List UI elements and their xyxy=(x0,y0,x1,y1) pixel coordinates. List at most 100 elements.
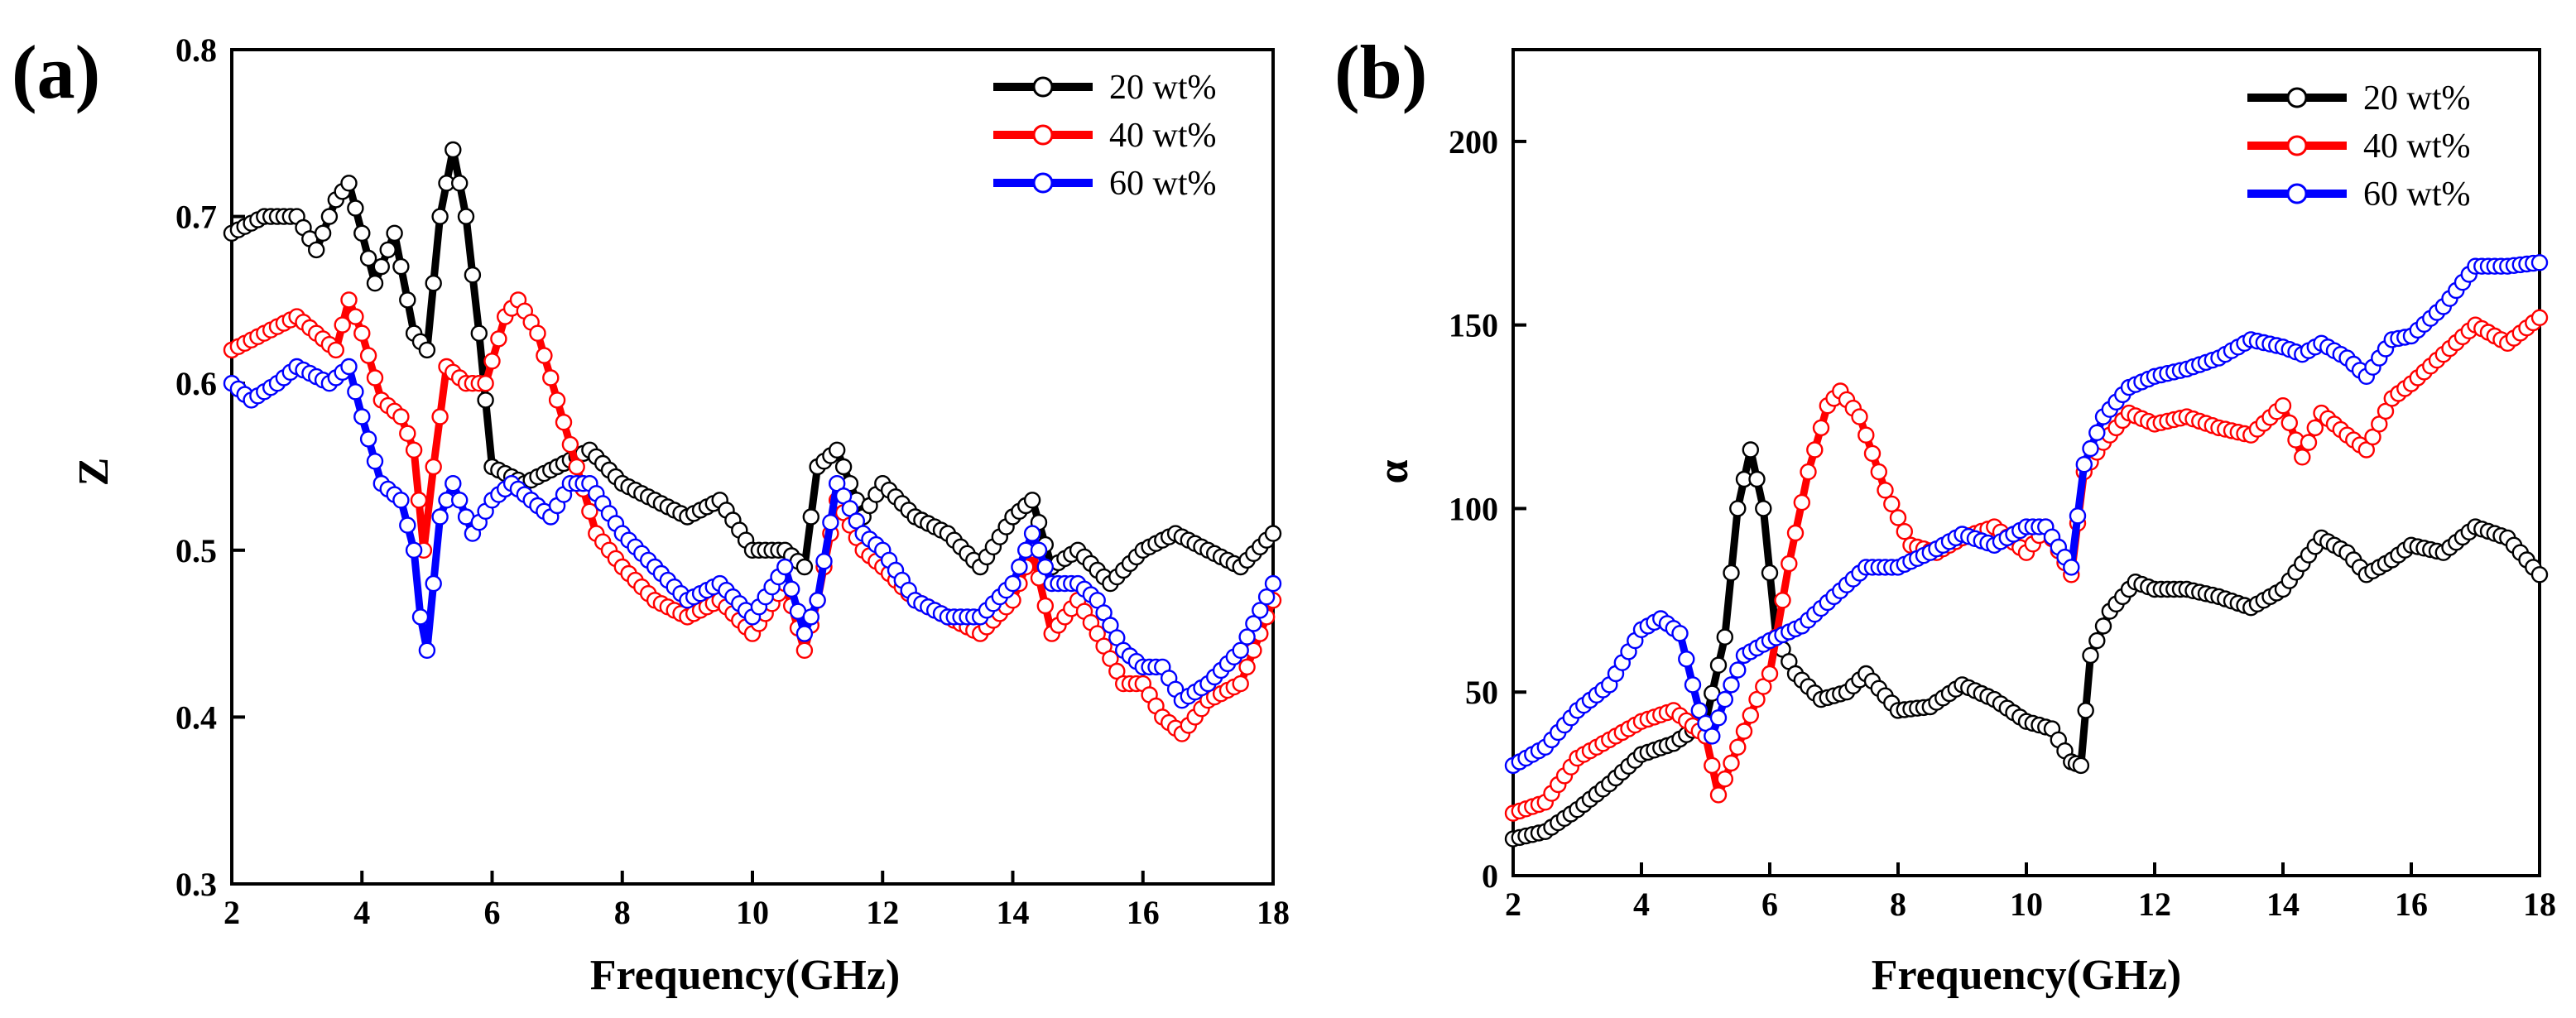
panel-b-data-point xyxy=(1877,482,1894,499)
panel-a-data-point xyxy=(451,175,469,192)
panel-a-data-point xyxy=(581,502,598,520)
panel-a-y-tick-label: 0.3 xyxy=(175,866,217,903)
panel-b-data-point xyxy=(1781,555,1798,573)
panel-a-series-1 xyxy=(223,141,1282,593)
panel-a-data-point xyxy=(1036,597,1055,615)
panel-a-x-tick-label: 8 xyxy=(614,894,631,931)
panel-a-data-point xyxy=(1264,525,1282,542)
panel-a-data-point xyxy=(1023,525,1041,542)
panel-b-x-tick-label: 8 xyxy=(1890,886,1906,923)
panel-b-legend-label: 20 wt% xyxy=(2363,79,2471,118)
panel-a-x-tick-label: 4 xyxy=(353,894,370,931)
panel-b-data-point xyxy=(1761,665,1779,683)
panel-a-data-point xyxy=(548,391,566,409)
panel-b-data-point xyxy=(1812,419,1830,437)
panel-b-legend-entry: 20 wt% xyxy=(2247,79,2471,118)
panel-b-legend-marker xyxy=(2286,135,2308,156)
panel-a-data-point xyxy=(431,508,449,526)
panel-a-ylabel: Z xyxy=(70,458,118,487)
panel-a-y-tick-label: 0.5 xyxy=(175,532,217,569)
panel-b-data-point xyxy=(2075,456,2093,473)
panel-b-data-point xyxy=(1858,426,1875,444)
panel-a-data-point xyxy=(783,580,800,598)
panel-b-data-point xyxy=(1896,523,1914,540)
panel-b-series xyxy=(1504,254,2549,848)
panel-a-x-tick-label: 16 xyxy=(1127,894,1160,931)
panel-a-data-point xyxy=(555,414,573,431)
panel-a-data-point xyxy=(464,267,482,284)
panel-b-data-point xyxy=(1678,651,1695,668)
panel-a-data-point xyxy=(308,241,325,259)
panel-a-data-point xyxy=(314,224,332,242)
panel-b-data-point xyxy=(1742,707,1760,724)
panel-a-data-point xyxy=(405,541,423,559)
panel-a-data-point xyxy=(568,458,585,476)
panel-a-y-tick-label: 0.4 xyxy=(175,699,217,736)
panel-a-series-2 xyxy=(223,291,1282,742)
panel-a-data-point xyxy=(347,383,364,401)
panel-a-data-point xyxy=(1264,574,1282,593)
panel-b-label: (b) xyxy=(1334,30,1427,114)
panel-b-x-tick-label: 4 xyxy=(1633,886,1650,923)
panel-b-data-point xyxy=(2530,254,2549,271)
panel-a-data-point xyxy=(386,224,403,242)
panel-b-data-point xyxy=(1800,463,1817,481)
panel-b-data-point xyxy=(1704,756,1721,775)
panel-a-legend: 20 wt% 40 wt% 60 wt% xyxy=(993,69,1217,203)
panel-b-legend: 20 wt% 40 wt% 60 wt% xyxy=(2247,79,2471,214)
panel-a-data-point xyxy=(392,408,410,425)
panel-b-data-point xyxy=(2306,419,2324,437)
panel-b-data-point xyxy=(2077,702,2094,719)
panel-a-x-tick-label: 12 xyxy=(866,894,899,931)
panel-a-data-point xyxy=(542,369,560,387)
panel-b-series-line xyxy=(1509,446,2544,843)
panel-a-data-point xyxy=(822,514,839,531)
panel-a-data-point xyxy=(340,358,358,376)
panel-b-data-point xyxy=(1704,727,1721,745)
panel-a-data-point xyxy=(347,199,364,217)
panel-a-data-point xyxy=(411,608,430,626)
panel-a-data-point xyxy=(490,330,507,348)
panel-a-data-point xyxy=(1004,574,1021,593)
panel-b-x-tick-label: 10 xyxy=(2010,886,2043,923)
panel-a-y-tick-label: 0.8 xyxy=(175,31,217,69)
panel-a-data-point xyxy=(802,508,819,526)
panel-a-x-tick-label: 6 xyxy=(484,894,501,931)
panel-b-x-tick-label: 6 xyxy=(1761,886,1778,923)
panel-a-data-point xyxy=(795,641,814,659)
panel-a-data-point xyxy=(392,257,410,276)
panel-b-data-point xyxy=(1793,493,1811,511)
panel-b-data-point xyxy=(2072,756,2090,775)
panel-b-x-tick-label: 14 xyxy=(2266,886,2300,923)
panel-b-data-point xyxy=(2094,617,2112,635)
panel-a-data-point xyxy=(405,441,423,459)
panel-a-data-point xyxy=(536,347,553,364)
panel-a-legend-marker xyxy=(1032,76,1054,98)
panel-a-data-point xyxy=(425,458,442,476)
panel-b-data-point xyxy=(1889,509,1907,526)
panel-b-legend-entry: 60 wt% xyxy=(2247,175,2471,214)
panel-b-legend-entry: 40 wt% xyxy=(2247,127,2471,166)
panel-a-series-3 xyxy=(223,358,1282,709)
panel-a-data-point xyxy=(392,492,410,509)
panel-a-data-point xyxy=(353,324,371,342)
panel-b-data-point xyxy=(1729,500,1747,517)
panel-a-series-line xyxy=(228,146,1277,588)
panel-a-data-point xyxy=(399,425,416,442)
panel-a-data-point xyxy=(327,341,344,359)
panel-b-data-point xyxy=(1723,676,1740,694)
panel-a-data-point xyxy=(445,141,462,159)
panel-a-data-point xyxy=(353,408,371,425)
panel-b-data-point xyxy=(2530,566,2549,583)
panel-a-data-point xyxy=(776,558,794,576)
panel-a-data-point xyxy=(470,324,488,342)
panel-a-data-point xyxy=(359,347,377,364)
panel-a-data-point xyxy=(795,625,814,642)
panel-a-data-point xyxy=(431,408,449,425)
panel-a-data-point xyxy=(353,224,371,242)
panel-b-data-point xyxy=(2063,559,2080,576)
panel-b-y-tick-label: 50 xyxy=(1465,674,1498,711)
panel-a-data-point xyxy=(1238,628,1256,646)
panel-b-axes: 2 4 6 8 10 12 14 16 18 0 50 100 150 200 xyxy=(1449,48,2556,923)
panel-b-data-point xyxy=(1883,495,1901,513)
